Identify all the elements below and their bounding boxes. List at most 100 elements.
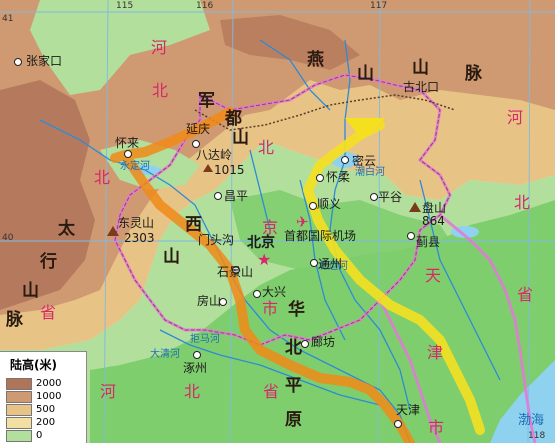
yan-mountains-char-3: 山 — [412, 58, 429, 78]
city-label-yanqing: 延庆 — [186, 122, 211, 136]
legend-value-1000: 1000 — [36, 391, 62, 402]
taihang-char-4: 脉 — [6, 310, 23, 330]
beijing-city-char-1: 北 — [258, 138, 275, 157]
hebei-right-char-3: 省 — [517, 285, 534, 304]
legend-value-200: 200 — [36, 417, 56, 428]
river-label-daqing: 大清河 — [150, 349, 180, 360]
legend-swatch-500 — [6, 404, 32, 416]
river-label-yongding: 永定河 — [120, 161, 150, 172]
jundu-char-1: 军 — [198, 91, 215, 111]
terrain-plateau-north — [30, 0, 210, 95]
city-dot-tianjin — [394, 420, 402, 428]
city-dot-shijingshan — [232, 266, 240, 274]
legend-swatch-1000 — [6, 391, 32, 403]
city-dot-langfang — [301, 340, 309, 348]
yan-mountains-char-1: 燕 — [307, 50, 324, 70]
lon-label-117: 117 — [370, 1, 388, 11]
sea-label-bohai: 渤海 — [518, 413, 545, 428]
peak-dongling — [107, 226, 119, 236]
province-boundary-dashes — [114, 74, 451, 346]
legend-swatch-2000 — [6, 378, 32, 390]
beijing-city-char-3: 市 — [262, 299, 279, 318]
huabei-plain-char-2: 北 — [285, 338, 302, 358]
city-label-miyun: 密云 — [352, 154, 377, 168]
huabei-plain-char-1: 华 — [288, 300, 305, 320]
city-label-huairou: 怀柔 — [326, 170, 351, 184]
city-label-gubeikou: 古北口 — [403, 80, 440, 94]
city-label-mentougou: 门头沟 — [198, 233, 235, 247]
hebei-bottom-char-1: 河 — [100, 382, 117, 401]
beijing-city-char-2: 京 — [262, 218, 279, 237]
city-dot-pinggu — [370, 193, 378, 201]
city-dot-zhuozhou — [193, 351, 201, 359]
city-label-panshan: 盘山 — [422, 201, 447, 215]
taihang-char-2: 行 — [40, 252, 57, 272]
city-label-tianjin: 天津 — [396, 403, 421, 417]
lat-label-41: 41 — [2, 14, 14, 24]
river-label-juma: 拒马河 — [190, 334, 220, 345]
terrain-highest-west — [0, 80, 95, 310]
taihang-char-3: 山 — [22, 281, 39, 301]
legend-title: 陆高(米) — [10, 358, 57, 372]
legend-row-0: 0 — [6, 430, 84, 442]
legend-value-2000: 2000 — [36, 378, 62, 389]
city-label-fangshan: 房山 — [197, 294, 222, 308]
hebei-top-char-1: 河 — [151, 38, 168, 57]
legend-row-500: 500 — [6, 404, 84, 416]
huabei-plain-char-3: 平 — [285, 376, 302, 396]
city-label-jixian: 蓟县 — [416, 235, 441, 249]
terrain-plain-middle — [230, 190, 460, 275]
city-label-daxing: 大兴 — [262, 285, 287, 299]
city-label-shijingshan: 石景山 — [217, 265, 254, 279]
west-mountains-char-2: 山 — [163, 247, 180, 267]
city-label-zhuozhou: 涿州 — [183, 361, 208, 375]
hebei-left-char-2: 省 — [40, 303, 57, 322]
airport-icon: ✈ — [296, 213, 309, 231]
water-bohai — [490, 360, 555, 443]
hebei-left-char-1: 北 — [94, 168, 111, 187]
city-label-airport: 首都国际机场 — [284, 229, 357, 243]
elevation-legend: 陆高(米) 2000 1000 500 200 0 — [0, 351, 87, 443]
city-label-zhangjiakou: 张家口 — [26, 54, 63, 68]
badaling-height: 1015 — [214, 163, 245, 177]
hebei-bottom-char-3: 省 — [263, 382, 280, 401]
peak-panshan — [409, 202, 421, 212]
hebei-right-char-1: 河 — [507, 108, 524, 127]
lon-label-118: 118 — [528, 431, 546, 441]
city-dot-fangshan — [219, 298, 227, 306]
route-yellow — [303, 120, 485, 435]
lat-label-40: 40 — [2, 233, 14, 243]
legend-row-2000: 2000 — [6, 378, 84, 390]
city-dot-daxing — [253, 290, 261, 298]
legend-value-0: 0 — [36, 430, 43, 441]
city-dot-zhangjiakou — [14, 58, 22, 66]
legend-value-500: 500 — [36, 404, 56, 415]
city-label-dongling: 东灵山 — [118, 216, 155, 230]
legend-row-1000: 1000 — [6, 391, 84, 403]
city-dot-huailai — [124, 150, 132, 158]
city-label-beijing: 北京 — [247, 235, 275, 251]
river-label-chaobai: 潮白河 — [355, 167, 385, 178]
city-dot-yanqing — [192, 140, 200, 148]
legend-swatch-200 — [6, 417, 32, 429]
city-label-langfang: 廊坊 — [311, 335, 336, 349]
city-dot-huairou — [316, 174, 324, 182]
panshan-height: 864 — [422, 214, 445, 228]
city-dot-tongzhou — [310, 259, 318, 267]
terrain-highest-north — [220, 15, 360, 70]
yan-mountains-char-2: 山 — [357, 64, 374, 84]
lon-label-116: 116 — [196, 1, 214, 11]
city-label-shunyi: 顺义 — [317, 197, 342, 211]
hebei-top-char-2: 北 — [152, 81, 169, 100]
route-orange — [110, 107, 415, 443]
huabei-plain-char-4: 原 — [285, 410, 302, 430]
great-wall — [194, 94, 456, 131]
yan-mountains-char-4: 脉 — [465, 64, 482, 84]
west-mountains-char-1: 西 — [185, 215, 202, 235]
city-dot-changping — [214, 192, 222, 200]
hebei-bottom-char-2: 北 — [184, 382, 201, 401]
peak-badaling — [203, 164, 213, 172]
tianjin-city-char-3: 市 — [428, 418, 445, 437]
city-label-huailai: 怀来 — [115, 136, 140, 150]
lon-label-115: 115 — [116, 1, 134, 11]
